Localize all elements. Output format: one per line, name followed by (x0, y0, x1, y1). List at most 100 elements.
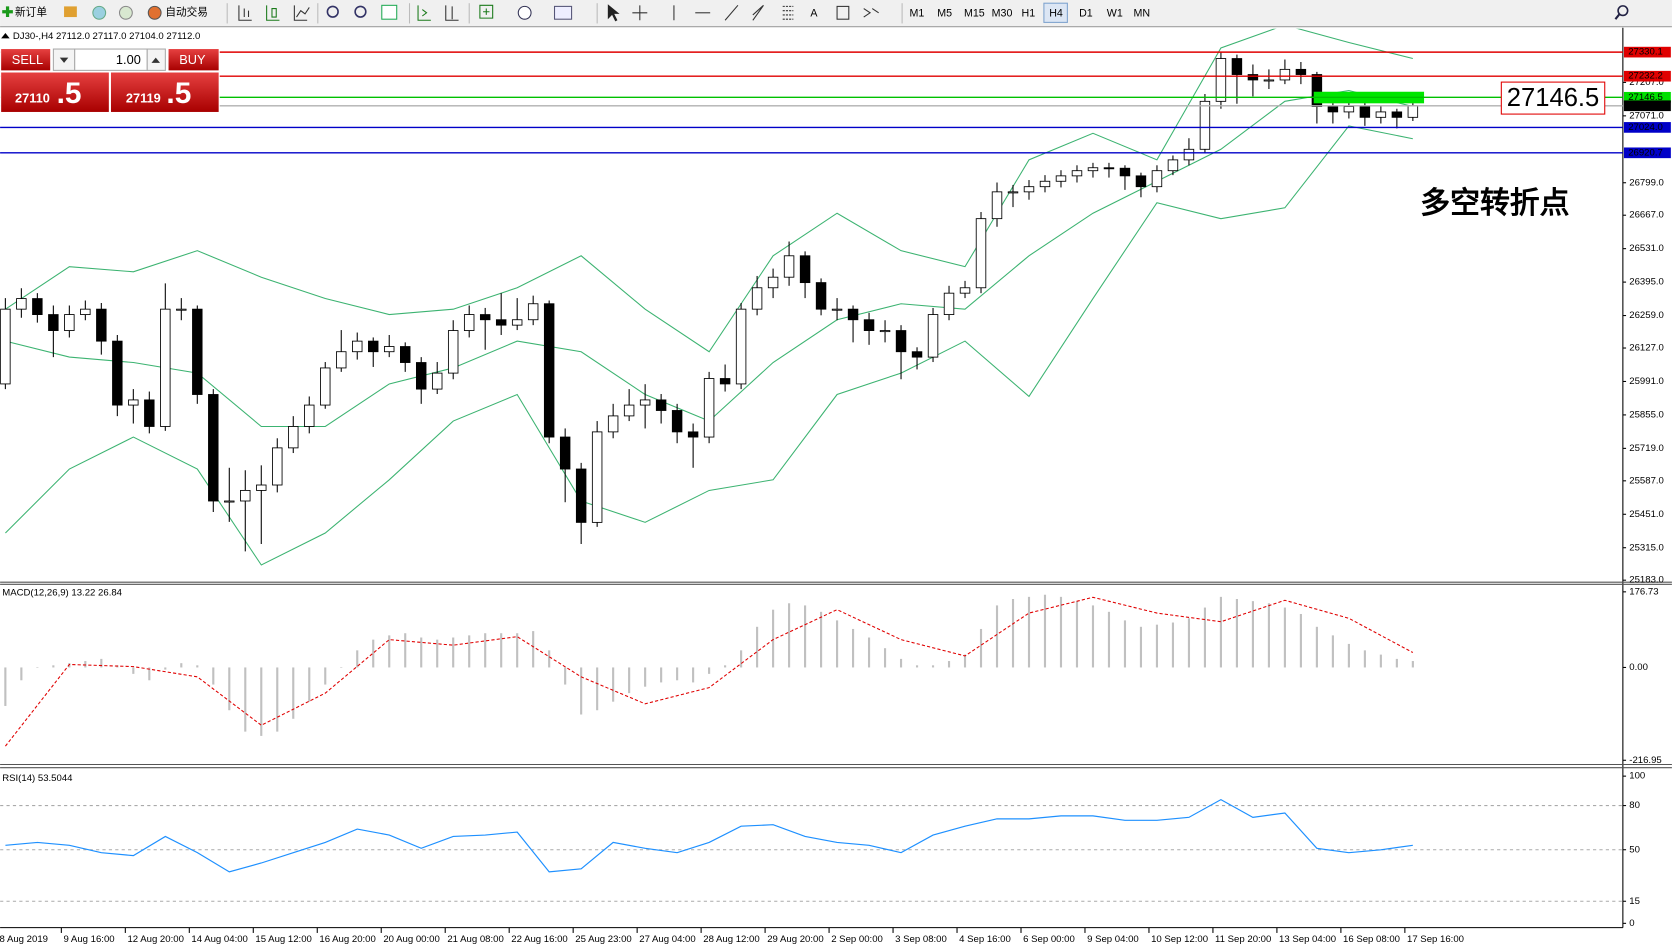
timeframe-button[interactable]: M1 (910, 8, 925, 20)
candle-body (815, 282, 827, 310)
macd-bar (979, 628, 983, 668)
new-order-icon[interactable] (2, 6, 13, 18)
y-tick-label: 50 (1629, 844, 1640, 855)
macd-bar (500, 633, 503, 668)
channel[interactable] (752, 4, 764, 21)
timeframe-button[interactable]: H1 (1022, 8, 1036, 20)
arrows[interactable] (863, 8, 879, 18)
buy-button[interactable] (168, 49, 219, 71)
sell-price[interactable]: 27110 (15, 91, 50, 106)
timeframe-button[interactable]: M5 (937, 8, 952, 20)
macd-bar (1091, 605, 1095, 668)
candle-body (719, 378, 731, 385)
search[interactable] (1617, 5, 1629, 17)
candle-body (1279, 68, 1291, 81)
candle-body (1231, 58, 1243, 75)
sell-price-box[interactable] (1, 72, 109, 112)
icon[interactable] (64, 6, 77, 18)
y-tick-label: 25315.0 (1629, 542, 1664, 553)
header-arrow (1, 33, 10, 39)
zoom-out[interactable] (354, 5, 367, 18)
candle-body (543, 303, 555, 438)
chart-type-icon[interactable] (293, 5, 310, 21)
x-tick-label: 2 Sep 00:00 (831, 934, 883, 945)
macd-bar (356, 650, 359, 668)
macd-bar (1331, 635, 1334, 668)
y-tick-label: 176.73 (1629, 586, 1658, 597)
timeframe-button[interactable]: W1 (1107, 8, 1123, 20)
candle-body (1071, 170, 1083, 177)
sell-label[interactable]: SELL (12, 52, 43, 67)
annotation-box (1500, 81, 1606, 115)
timeframe-button[interactable]: M15 (964, 8, 985, 20)
icon[interactable] (92, 5, 107, 20)
timeframe-button[interactable]: M30 (992, 8, 1013, 20)
x-tick-label: 4 Sep 16:00 (959, 934, 1011, 945)
indicators[interactable] (479, 4, 494, 19)
label-tool[interactable] (836, 5, 850, 20)
macd-bar (772, 609, 775, 668)
candle-body (975, 218, 987, 289)
candle-body (1167, 159, 1179, 172)
sell-pips[interactable]: .5 (57, 77, 82, 110)
macd-bar (820, 611, 823, 668)
candle-body (591, 431, 603, 523)
macd-bar (20, 667, 23, 681)
lot-up-arrow[interactable] (151, 57, 161, 63)
candle-body (527, 303, 539, 321)
auto-trading-button[interactable]: 自动交易 (165, 6, 208, 19)
candle-body (575, 468, 587, 523)
candle-body (831, 308, 843, 311)
y-tick-label: 25855.0 (1629, 409, 1664, 420)
price-level-box (1623, 100, 1671, 112)
candle-body (0, 308, 11, 385)
trendline[interactable] (724, 4, 739, 21)
candle-body (751, 287, 763, 310)
buy-price[interactable]: 27119 (126, 91, 161, 106)
periods[interactable] (517, 5, 532, 20)
macd-bar (1299, 613, 1302, 668)
timeframe-button[interactable]: H4 (1049, 8, 1063, 20)
buy-pips[interactable]: .5 (166, 77, 191, 110)
search[interactable] (1614, 13, 1621, 20)
macd-bar (628, 667, 631, 694)
chart-type-icon[interactable] (266, 5, 280, 21)
candle-body (1023, 186, 1035, 193)
macd-bar (324, 667, 327, 685)
candle-body (1247, 74, 1259, 81)
cursor-tool[interactable] (607, 4, 620, 22)
sell-button[interactable] (1, 49, 51, 71)
lot-down-arrow[interactable] (59, 57, 69, 63)
icon[interactable] (118, 5, 133, 20)
zoom-in[interactable] (326, 5, 339, 18)
macd-bar (388, 635, 391, 668)
candle-body (80, 308, 91, 315)
text-tool[interactable]: A (810, 8, 818, 20)
macd-bar (292, 667, 295, 719)
buy-label[interactable]: BUY (179, 52, 206, 67)
macd-bar (372, 639, 375, 668)
macd-bar (164, 667, 167, 670)
templates[interactable] (553, 5, 573, 20)
macd-bar (804, 605, 807, 668)
new-order-button[interactable]: 新订单 (15, 6, 47, 19)
price-level-box (1623, 91, 1671, 103)
candle-body (943, 292, 955, 315)
timeframe-button[interactable]: MN (1133, 8, 1150, 20)
lot-value[interactable]: 1.00 (116, 52, 141, 67)
candle-body (1007, 191, 1019, 194)
chart-shift[interactable] (445, 5, 459, 21)
fibo[interactable] (782, 5, 794, 20)
candle-body (272, 447, 283, 486)
buy-price-box[interactable] (110, 72, 219, 112)
one-click-trading: SELL 1.00 BUY 27110 .5 27119 .5 (0, 47, 220, 114)
auto-trading-icon[interactable] (147, 5, 162, 20)
candle-body (144, 399, 155, 427)
tile-windows[interactable] (381, 4, 398, 20)
chart-type-icon[interactable] (238, 5, 252, 21)
macd-bar (788, 603, 791, 668)
auto-scroll[interactable] (417, 5, 431, 21)
crosshair[interactable] (632, 5, 648, 21)
timeframe-button[interactable]: D1 (1079, 8, 1093, 20)
y-tick-label: -216.95 (1629, 755, 1662, 766)
